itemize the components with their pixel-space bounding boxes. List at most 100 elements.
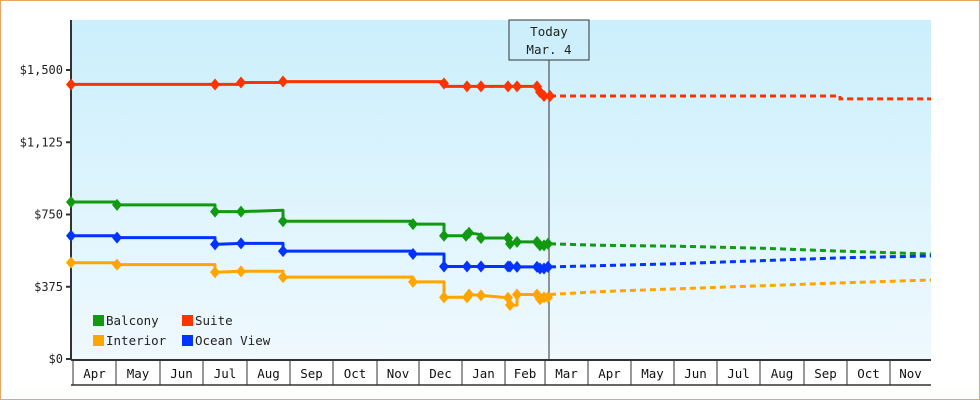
data-point-marker[interactable] bbox=[439, 291, 449, 304]
legend-label: Suite bbox=[195, 313, 233, 328]
data-point-marker[interactable] bbox=[512, 288, 522, 301]
data-point-marker[interactable] bbox=[112, 198, 122, 211]
data-point-marker[interactable] bbox=[543, 260, 553, 273]
series-balcony bbox=[66, 195, 932, 256]
today-label: Today bbox=[530, 24, 568, 39]
data-point-marker[interactable] bbox=[476, 80, 486, 93]
legend-swatch bbox=[93, 315, 104, 326]
data-point-marker[interactable] bbox=[66, 256, 76, 269]
data-point-marker[interactable] bbox=[505, 237, 515, 250]
data-point-marker[interactable] bbox=[236, 205, 246, 218]
data-point-marker[interactable] bbox=[236, 76, 246, 89]
forecast-line bbox=[549, 242, 932, 256]
month-label: Jan bbox=[472, 366, 495, 381]
month-label: Mar bbox=[555, 366, 578, 381]
today-marker: Today Mar. 4 bbox=[508, 19, 590, 360]
month-label: Aug bbox=[771, 366, 794, 381]
data-point-marker[interactable] bbox=[539, 90, 549, 103]
y-tick-label: $0 bbox=[49, 352, 63, 366]
data-point-marker[interactable] bbox=[439, 229, 449, 242]
y-tick-label: $1,500 bbox=[20, 63, 63, 77]
data-point-marker[interactable] bbox=[462, 80, 472, 93]
legend-swatch bbox=[93, 335, 104, 346]
data-point-marker[interactable] bbox=[210, 205, 220, 218]
month-label: Jun bbox=[684, 366, 707, 381]
legend-label: Balcony bbox=[106, 313, 159, 328]
data-point-marker[interactable] bbox=[545, 90, 555, 103]
data-point-marker[interactable] bbox=[278, 215, 288, 228]
month-label: May bbox=[641, 366, 664, 381]
legend-swatch bbox=[182, 335, 193, 346]
data-point-marker[interactable] bbox=[476, 260, 486, 273]
forecast-line bbox=[550, 94, 931, 101]
data-point-marker[interactable] bbox=[505, 260, 515, 273]
legend: Balcony Suite Interior Ocean View bbox=[93, 313, 271, 348]
data-point-marker[interactable] bbox=[464, 288, 474, 301]
month-label: Oct bbox=[344, 366, 367, 381]
legend-item-interior[interactable]: Interior bbox=[93, 333, 167, 348]
month-label: Aug bbox=[257, 366, 280, 381]
month-label: Jul bbox=[214, 366, 237, 381]
series-interior bbox=[66, 256, 932, 312]
data-point-marker[interactable] bbox=[278, 75, 288, 88]
legend-label: Ocean View bbox=[195, 333, 271, 348]
legend-swatch bbox=[182, 315, 193, 326]
data-point-marker[interactable] bbox=[278, 245, 288, 258]
data-point-marker[interactable] bbox=[512, 260, 522, 273]
data-point-marker[interactable] bbox=[66, 78, 76, 91]
legend-item-suite[interactable]: Suite bbox=[182, 313, 233, 328]
month-label: May bbox=[127, 366, 150, 381]
data-point-marker[interactable] bbox=[464, 226, 474, 239]
data-point-marker[interactable] bbox=[439, 77, 449, 90]
data-point-marker[interactable] bbox=[462, 260, 472, 273]
data-point-marker[interactable] bbox=[408, 218, 418, 231]
data-point-marker[interactable] bbox=[505, 299, 515, 312]
data-point-marker[interactable] bbox=[439, 260, 449, 273]
forecast-line bbox=[549, 278, 932, 296]
data-point-marker[interactable] bbox=[408, 247, 418, 260]
data-point-marker[interactable] bbox=[476, 232, 486, 245]
data-point-marker[interactable] bbox=[210, 266, 220, 279]
today-box bbox=[508, 19, 590, 61]
today-date: Mar. 4 bbox=[526, 42, 571, 57]
legend-label: Interior bbox=[106, 333, 167, 348]
data-point-marker[interactable] bbox=[210, 78, 220, 91]
data-point-marker[interactable] bbox=[512, 235, 522, 248]
data-point-marker[interactable] bbox=[543, 237, 553, 250]
data-point-marker[interactable] bbox=[66, 229, 76, 242]
month-label: Jul bbox=[727, 366, 750, 381]
month-label: Apr bbox=[83, 366, 106, 381]
plot-area bbox=[71, 20, 931, 359]
x-axis-months: Apr May Jun Jul Aug Sep Oct Nov Dec Jan Feb Mar Apr M… bbox=[71, 359, 931, 386]
data-point-marker[interactable] bbox=[512, 80, 522, 93]
series-suite bbox=[66, 75, 931, 103]
data-point-marker[interactable] bbox=[112, 231, 122, 244]
month-label: Feb bbox=[514, 366, 537, 381]
data-point-marker[interactable] bbox=[278, 271, 288, 284]
data-point-marker[interactable] bbox=[112, 258, 122, 271]
series-lines bbox=[66, 75, 932, 312]
data-point-marker[interactable] bbox=[408, 275, 418, 288]
data-point-marker[interactable] bbox=[66, 195, 76, 208]
legend-item-balcony[interactable]: Balcony bbox=[93, 313, 159, 328]
legend-item-ocean-view[interactable]: Ocean View bbox=[182, 333, 271, 348]
y-tick-label: $750 bbox=[34, 208, 63, 222]
month-label: Nov bbox=[899, 366, 922, 381]
data-point-marker[interactable] bbox=[476, 289, 486, 302]
forecast-line bbox=[549, 254, 932, 269]
month-label: Nov bbox=[387, 366, 410, 381]
y-axis: $0 $375 $750 $1,125 $1,500 bbox=[20, 20, 72, 366]
month-label: Sep bbox=[814, 366, 837, 381]
data-point-marker[interactable] bbox=[236, 265, 246, 278]
month-label: Dec bbox=[429, 366, 452, 381]
data-point-marker[interactable] bbox=[210, 238, 220, 251]
data-point-marker[interactable] bbox=[543, 291, 553, 304]
month-label: Apr bbox=[598, 366, 621, 381]
data-point-marker[interactable] bbox=[503, 80, 513, 93]
data-point-marker[interactable] bbox=[236, 237, 246, 250]
month-label: Sep bbox=[300, 366, 323, 381]
series-ocean-view bbox=[66, 229, 932, 275]
month-label: Jun bbox=[170, 366, 193, 381]
